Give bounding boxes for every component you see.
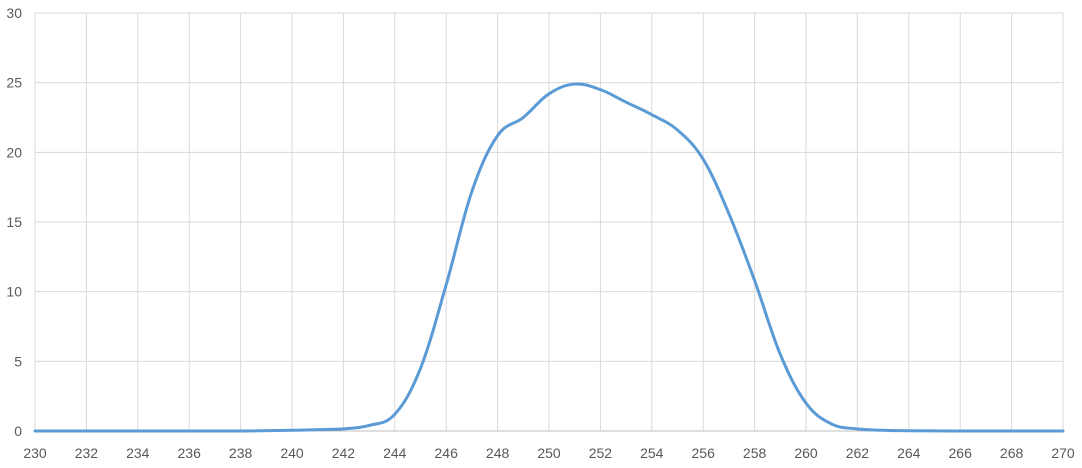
x-tick-label: 262 [846, 445, 870, 461]
y-tick-label: 30 [6, 5, 22, 21]
x-tick-label: 238 [229, 445, 253, 461]
y-tick-label: 10 [6, 284, 22, 300]
y-tick-label: 20 [6, 144, 22, 160]
x-tick-label: 248 [486, 445, 510, 461]
y-tick-label: 0 [14, 423, 22, 439]
x-tick-label: 244 [383, 445, 407, 461]
y-tick-label: 15 [6, 214, 22, 230]
x-tick-label: 266 [949, 445, 973, 461]
grid [34, 12, 1064, 431]
x-tick-label: 234 [126, 445, 150, 461]
x-tick-label: 230 [23, 445, 47, 461]
x-tick-label: 270 [1051, 445, 1075, 461]
x-tick-label: 232 [75, 445, 99, 461]
y-tick-label: 5 [14, 353, 22, 369]
x-tick-label: 256 [692, 445, 716, 461]
x-tick-label: 260 [794, 445, 818, 461]
series-layer [33, 82, 1065, 433]
tick-labels: 230 232 234 236 238 240 242 244 246 248 250 252 254 2… [6, 5, 1074, 461]
x-tick-label: 252 [589, 445, 613, 461]
x-tick-label: 236 [178, 445, 202, 461]
series-line-0 [33, 82, 1065, 433]
x-tick-label: 240 [280, 445, 304, 461]
x-tick-label: 250 [537, 445, 561, 461]
x-tick-label: 246 [435, 445, 459, 461]
x-tick-label: 254 [640, 445, 664, 461]
x-tick-label: 264 [897, 445, 921, 461]
x-tick-label: 242 [332, 445, 356, 461]
x-tick-label: 268 [1000, 445, 1024, 461]
y-tick-label: 25 [6, 75, 22, 91]
x-tick-label: 258 [743, 445, 767, 461]
